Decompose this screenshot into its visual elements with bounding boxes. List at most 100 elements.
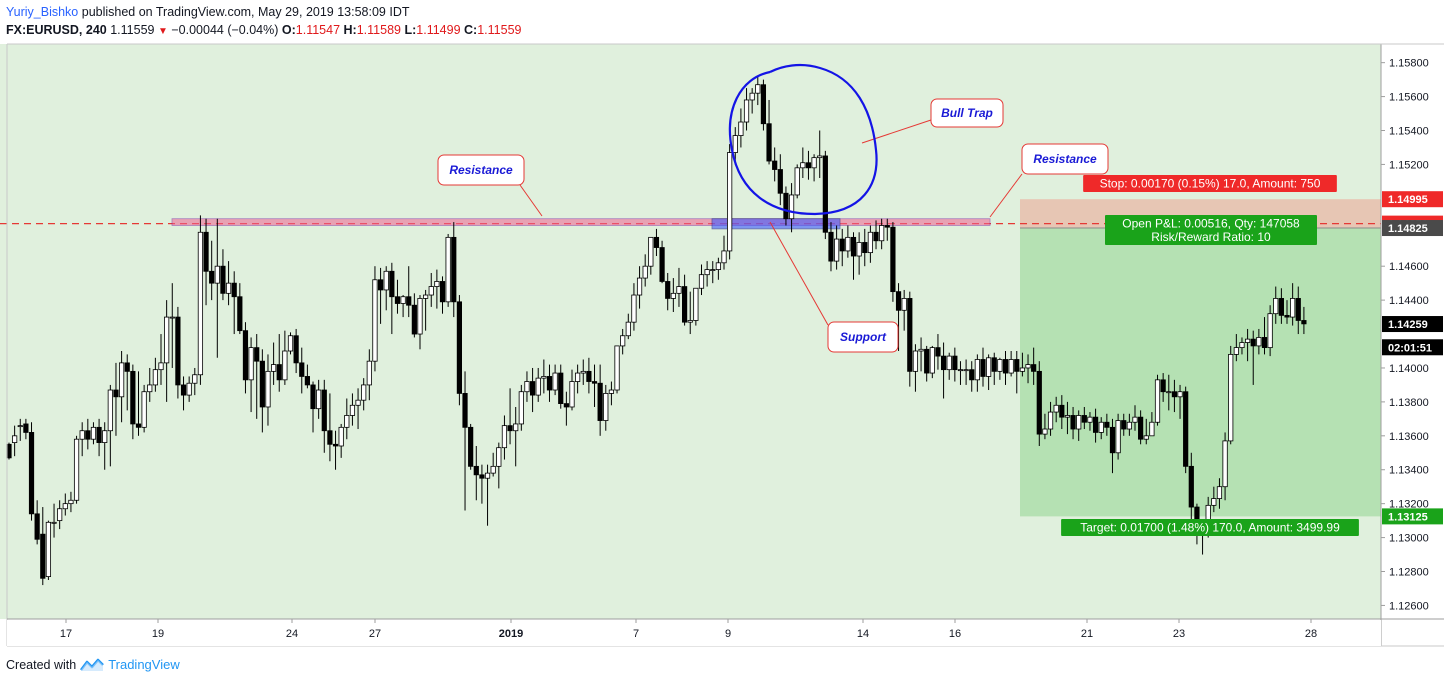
candle[interactable] — [732, 127, 738, 165]
candle[interactable] — [468, 423, 474, 470]
candle[interactable] — [839, 228, 845, 267]
candle[interactable] — [242, 322, 249, 394]
candle[interactable] — [653, 228, 660, 257]
candle[interactable] — [631, 283, 637, 331]
candle[interactable] — [940, 342, 947, 399]
candle[interactable] — [462, 371, 468, 511]
candle[interactable] — [1064, 401, 1071, 435]
candle[interactable] — [192, 367, 198, 396]
stop-label[interactable]: Stop: 0.00170 (0.15%) 17.0, Amount: 750 — [1083, 175, 1337, 192]
candle[interactable] — [57, 500, 63, 530]
candle[interactable] — [304, 364, 310, 389]
candle[interactable] — [867, 225, 873, 263]
candle[interactable] — [152, 357, 158, 392]
candle[interactable] — [327, 393, 333, 462]
candle[interactable] — [1126, 413, 1132, 436]
candle[interactable] — [957, 361, 964, 385]
candle[interactable] — [805, 150, 812, 180]
candle[interactable] — [34, 500, 40, 545]
resistance-callout-right[interactable]: Resistance — [989, 143, 1109, 218]
candle[interactable] — [552, 364, 558, 396]
candle[interactable] — [62, 493, 68, 516]
candle[interactable] — [693, 287, 699, 326]
candle[interactable] — [507, 388, 513, 445]
candle[interactable] — [755, 76, 761, 106]
candle[interactable] — [569, 369, 575, 411]
candle[interactable] — [727, 144, 733, 260]
candle[interactable] — [834, 225, 840, 270]
candle[interactable] — [1171, 379, 1178, 413]
candle[interactable] — [107, 384, 113, 467]
candle[interactable] — [12, 425, 18, 457]
candle[interactable] — [1278, 288, 1284, 324]
candle[interactable] — [366, 349, 372, 401]
candle[interactable] — [918, 337, 924, 372]
candle[interactable] — [828, 222, 834, 272]
candle[interactable] — [28, 422, 35, 521]
candle[interactable] — [484, 464, 491, 526]
candle[interactable] — [1138, 410, 1144, 445]
candle[interactable] — [822, 150, 828, 240]
candle[interactable] — [1222, 432, 1228, 501]
candle[interactable] — [445, 233, 451, 307]
candle[interactable] — [1256, 328, 1262, 355]
candle[interactable] — [1239, 337, 1245, 355]
candle[interactable] — [794, 164, 800, 199]
symbol-label[interactable]: FX:EURUSD, 240 — [6, 23, 107, 37]
candle[interactable] — [884, 218, 890, 241]
candle[interactable] — [1166, 374, 1172, 411]
candle[interactable] — [214, 218, 220, 358]
candle[interactable] — [203, 218, 209, 306]
candle[interactable] — [349, 393, 356, 426]
support-callout[interactable]: Support — [769, 221, 899, 353]
candle[interactable] — [698, 264, 705, 296]
candle[interactable] — [124, 354, 130, 411]
candle[interactable] — [591, 364, 598, 407]
candle[interactable] — [1216, 478, 1223, 509]
candle[interactable] — [321, 379, 327, 453]
candle[interactable] — [496, 442, 502, 489]
candle[interactable] — [1295, 286, 1301, 335]
candle[interactable] — [772, 147, 778, 182]
candle[interactable] — [1076, 410, 1082, 441]
candle[interactable] — [665, 272, 671, 311]
candle[interactable] — [1036, 361, 1042, 446]
candle[interactable] — [766, 99, 772, 165]
candle[interactable] — [79, 422, 85, 457]
candle[interactable] — [186, 376, 192, 402]
candle[interactable] — [1104, 413, 1110, 436]
candle[interactable] — [332, 430, 339, 470]
candle[interactable] — [518, 384, 524, 431]
candle[interactable] — [879, 218, 885, 250]
candle[interactable] — [1059, 395, 1065, 430]
candle[interactable] — [890, 222, 896, 302]
candle[interactable] — [524, 371, 530, 402]
candle[interactable] — [1053, 396, 1059, 423]
candle[interactable] — [1025, 354, 1031, 384]
candle[interactable] — [473, 445, 479, 501]
candle[interactable] — [180, 376, 187, 411]
candle[interactable] — [513, 406, 519, 467]
candle[interactable] — [924, 345, 930, 382]
candle[interactable] — [1008, 351, 1014, 377]
candle[interactable] — [586, 357, 592, 394]
time-axis-area[interactable] — [7, 620, 1381, 646]
candle[interactable] — [282, 330, 288, 385]
candle[interactable] — [608, 381, 615, 406]
candle[interactable] — [1188, 452, 1194, 530]
candle[interactable] — [873, 220, 879, 250]
candle[interactable] — [580, 359, 586, 385]
candle[interactable] — [997, 357, 1003, 380]
candle[interactable] — [907, 291, 913, 387]
target-label[interactable]: Target: 0.01700 (1.48%) 170.0, Amount: 3… — [1061, 519, 1359, 536]
candle[interactable] — [856, 232, 862, 275]
resistance-callout-left[interactable]: Resistance — [437, 154, 543, 217]
candle[interactable] — [912, 344, 919, 392]
candle[interactable] — [1098, 417, 1104, 440]
candle[interactable] — [704, 261, 710, 287]
candle[interactable] — [1273, 286, 1279, 324]
candle[interactable] — [986, 354, 992, 391]
candle[interactable] — [687, 291, 693, 335]
candle[interactable] — [738, 108, 744, 148]
candle[interactable] — [276, 334, 282, 392]
